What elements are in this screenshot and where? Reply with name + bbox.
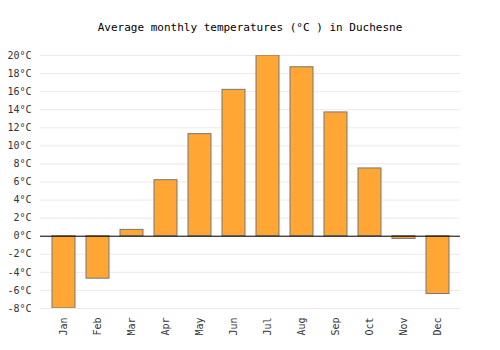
- svg-text:Jan: Jan: [58, 318, 69, 336]
- svg-text:Mar: Mar: [126, 318, 137, 336]
- svg-text:-4°C: -4°C: [7, 267, 31, 278]
- svg-text:Aug: Aug: [296, 318, 307, 336]
- svg-text:-6°C: -6°C: [7, 285, 31, 296]
- svg-text:Feb: Feb: [92, 318, 103, 336]
- svg-text:0°C: 0°C: [13, 230, 31, 241]
- svg-text:Nov: Nov: [398, 318, 409, 336]
- svg-text:Sep: Sep: [330, 318, 341, 336]
- svg-text:Jul: Jul: [262, 318, 273, 336]
- svg-text:Jun: Jun: [228, 318, 239, 336]
- svg-text:-2°C: -2°C: [7, 248, 31, 259]
- svg-text:2°C: 2°C: [13, 212, 31, 223]
- svg-text:16°C: 16°C: [7, 86, 31, 97]
- svg-text:-8°C: -8°C: [7, 303, 31, 314]
- svg-text:12°C: 12°C: [7, 122, 31, 133]
- svg-text:18°C: 18°C: [7, 68, 31, 79]
- svg-text:May: May: [194, 318, 205, 336]
- svg-text:20°C: 20°C: [7, 50, 31, 61]
- svg-text:Apr: Apr: [160, 318, 171, 336]
- svg-text:10°C: 10°C: [7, 140, 31, 151]
- svg-text:6°C: 6°C: [13, 176, 31, 187]
- html-text:Average monthly temperatures (: Average monthly temperatures (°C ) in Du…: [97, 21, 403, 34]
- svg-text:4°C: 4°C: [13, 194, 31, 205]
- svg-text:Oct: Oct: [364, 318, 375, 336]
- svg-text:8°C: 8°C: [13, 158, 31, 169]
- svg-text:Dec: Dec: [432, 318, 443, 336]
- svg-text:14°C: 14°C: [7, 104, 31, 115]
